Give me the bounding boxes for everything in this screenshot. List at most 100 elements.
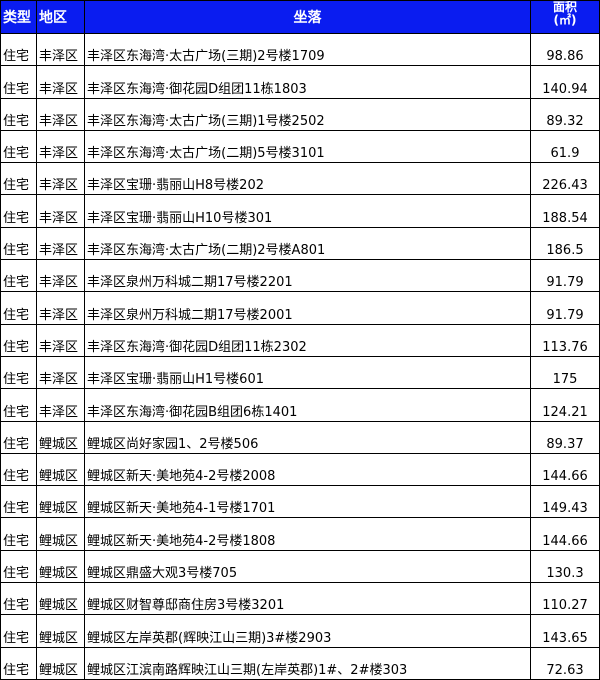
cell-area: 89.37 [530,420,600,454]
cell-location: 丰泽区东海湾·御花园D组团11栋2302 [84,323,531,357]
cell-area: 91.79 [530,291,600,325]
cell-type: 住宅 [0,129,37,164]
cell-area: 91.79 [530,259,600,293]
cell-type: 住宅 [0,323,37,357]
cell-region: 丰泽区 [36,194,85,228]
cell-type: 住宅 [0,614,37,648]
table-row: 住宅 丰泽区 丰泽区东海湾·御花园B组团6栋1401 124.21 [0,388,600,422]
cell-location: 丰泽区宝珊·翡丽山H1号楼601 [84,355,531,390]
cell-location: 丰泽区泉州万科城二期17号楼2201 [84,259,531,293]
table-row: 住宅 丰泽区 丰泽区东海湾·御花园D组团11栋2302 113.76 [0,323,600,357]
header-area-label: 面积 [552,0,577,14]
table-row: 住宅 鲤城区 鲤城区尚好家园1、2号楼506 89.37 [0,420,600,454]
cell-region: 鲤城区 [36,485,85,519]
table-row: 住宅 丰泽区 丰泽区宝珊·翡丽山H10号楼301 188.54 [0,194,600,228]
cell-type: 住宅 [0,355,37,390]
cell-type: 住宅 [0,97,37,131]
table-row: 住宅 鲤城区 鲤城区江滨南路辉映江山三期(左岸英郡)1#、2#楼303 72.63 [0,646,600,680]
cell-type: 住宅 [0,549,37,584]
cell-region: 丰泽区 [36,388,85,422]
cell-location: 鲤城区新天·美地苑4-2号楼2008 [84,452,531,487]
header-location: 坐落 [84,0,531,34]
cell-location: 丰泽区东海湾·太古广场(三期)1号楼2502 [84,97,531,131]
cell-area: 226.43 [530,162,600,196]
table-row: 住宅 丰泽区 丰泽区东海湾·太古广场(二期)5号楼3101 61.9 [0,129,600,164]
cell-region: 丰泽区 [36,291,85,325]
cell-location: 丰泽区东海湾·太古广场(二期)5号楼3101 [84,129,531,164]
cell-region: 鲤城区 [36,420,85,454]
cell-region: 丰泽区 [36,259,85,293]
cell-type: 住宅 [0,646,37,680]
cell-location: 鲤城区江滨南路辉映江山三期(左岸英郡)1#、2#楼303 [84,646,531,680]
cell-region: 丰泽区 [36,323,85,357]
cell-location: 丰泽区东海湾·御花园B组团6栋1401 [84,388,531,422]
cell-region: 丰泽区 [36,162,85,196]
cell-area: 144.66 [530,517,600,551]
cell-area: 140.94 [530,65,600,99]
table-row: 住宅 鲤城区 鲤城区鼎盛大观3号楼705 130.3 [0,549,600,584]
cell-type: 住宅 [0,388,37,422]
cell-region: 鲤城区 [36,452,85,487]
table-row: 住宅 丰泽区 丰泽区东海湾·太古广场(二期)2号楼A801 186.5 [0,226,600,261]
cell-area: 186.5 [530,226,600,261]
cell-location: 丰泽区宝珊·翡丽山H8号楼202 [84,162,531,196]
cell-region: 鲤城区 [36,549,85,584]
table-row: 住宅 丰泽区 丰泽区东海湾·御花园D组团11栋1803 140.94 [0,65,600,99]
cell-area: 130.3 [530,549,600,584]
cell-area: 175 [530,355,600,390]
table-row: 住宅 鲤城区 鲤城区新天·美地苑4-2号楼2008 144.66 [0,452,600,487]
table-row: 住宅 丰泽区 丰泽区宝珊·翡丽山H1号楼601 175 [0,355,600,390]
cell-type: 住宅 [0,452,37,487]
cell-type: 住宅 [0,32,37,67]
cell-type: 住宅 [0,194,37,228]
header-area: 面积 (㎡) [530,0,600,34]
cell-location: 鲤城区新天·美地苑4-1号楼1701 [84,485,531,519]
cell-area: 124.21 [530,388,600,422]
cell-area: 188.54 [530,194,600,228]
table-row: 住宅 丰泽区 丰泽区泉州万科城二期17号楼2201 91.79 [0,259,600,293]
cell-area: 149.43 [530,485,600,519]
header-area-unit: (㎡) [553,13,577,27]
header-region: 地区 [36,0,85,34]
table-row: 住宅 鲤城区 鲤城区左岸英郡(辉映江山三期)3#楼2903 143.65 [0,614,600,648]
cell-region: 丰泽区 [36,65,85,99]
cell-region: 鲤城区 [36,614,85,648]
cell-type: 住宅 [0,259,37,293]
table-row: 住宅 丰泽区 丰泽区宝珊·翡丽山H8号楼202 226.43 [0,162,600,196]
cell-location: 丰泽区东海湾·御花园D组团11栋1803 [84,65,531,99]
cell-location: 丰泽区东海湾·太古广场(二期)2号楼A801 [84,226,531,261]
table-row: 住宅 丰泽区 丰泽区泉州万科城二期17号楼2001 91.79 [0,291,600,325]
cell-region: 丰泽区 [36,355,85,390]
cell-location: 丰泽区泉州万科城二期17号楼2001 [84,291,531,325]
cell-type: 住宅 [0,517,37,551]
cell-area: 110.27 [530,582,600,616]
cell-type: 住宅 [0,485,37,519]
header-row: 类型 地区 坐落 面积 (㎡) [0,0,600,34]
table-row: 住宅 鲤城区 鲤城区新天·美地苑4-2号楼1808 144.66 [0,517,600,551]
cell-type: 住宅 [0,582,37,616]
cell-region: 鲤城区 [36,646,85,680]
cell-location: 丰泽区宝珊·翡丽山H10号楼301 [84,194,531,228]
cell-type: 住宅 [0,226,37,261]
cell-area: 89.32 [530,97,600,131]
table-row: 住宅 丰泽区 丰泽区东海湾·太古广场(三期)1号楼2502 89.32 [0,97,600,131]
cell-location: 鲤城区尚好家园1、2号楼506 [84,420,531,454]
cell-type: 住宅 [0,65,37,99]
cell-area: 61.9 [530,129,600,164]
cell-area: 72.63 [530,646,600,680]
table-row: 住宅 鲤城区 鲤城区新天·美地苑4-1号楼1701 149.43 [0,485,600,519]
header-type: 类型 [0,0,37,34]
cell-type: 住宅 [0,162,37,196]
cell-location: 鲤城区财智尊邸商住房3号楼3201 [84,582,531,616]
cell-region: 丰泽区 [36,97,85,131]
cell-area: 143.65 [530,614,600,648]
cell-type: 住宅 [0,291,37,325]
cell-area: 113.76 [530,323,600,357]
cell-region: 鲤城区 [36,582,85,616]
cell-region: 丰泽区 [36,32,85,67]
cell-type: 住宅 [0,420,37,454]
table-row: 住宅 丰泽区 丰泽区东海湾·太古广场(三期)2号楼1709 98.86 [0,32,600,67]
cell-region: 丰泽区 [36,129,85,164]
cell-location: 鲤城区新天·美地苑4-2号楼1808 [84,517,531,551]
